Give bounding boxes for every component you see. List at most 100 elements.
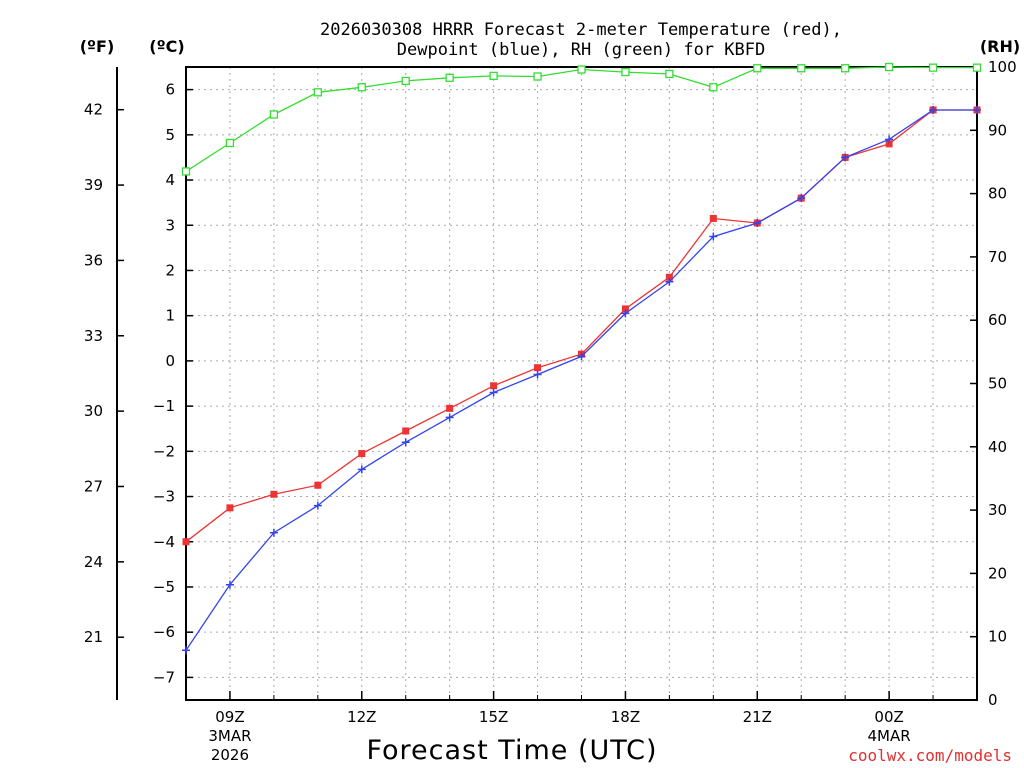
x-tick-label: 09Z <box>215 708 244 726</box>
celsius-tick-label: −4 <box>153 533 175 551</box>
celsius-tick-label: −5 <box>153 578 175 596</box>
rh-point <box>313 88 322 97</box>
temperature-point <box>226 504 234 512</box>
rh-point <box>928 63 938 72</box>
temperature-point <box>490 382 498 390</box>
dewpoint-point <box>313 501 322 510</box>
dewpoint-point <box>269 528 278 537</box>
dewpoint-point <box>182 646 190 655</box>
chart-title-line2: Dewpoint (blue), RH (green) for KBFD <box>397 40 765 60</box>
rh-point <box>401 76 410 86</box>
dewpoint-point <box>621 309 630 318</box>
celsius-tick-label: 1 <box>165 307 175 325</box>
temperature-point <box>665 273 673 281</box>
dewpoint-point <box>885 135 894 144</box>
dewpoint-point <box>753 218 762 227</box>
credit-label: coolwx.com/models <box>848 746 1012 765</box>
temperature-point <box>621 305 629 313</box>
fahrenheit-unit-label: (ºF) <box>80 37 115 56</box>
celsius-tick-label: −3 <box>153 488 175 506</box>
fahrenheit-tick-label: 42 <box>84 101 103 119</box>
temperature-point <box>402 427 410 435</box>
rh-tick-label: 10 <box>988 628 1007 646</box>
rh-point <box>489 71 498 81</box>
rh-tick-label: 30 <box>988 501 1007 519</box>
dewpoint-point <box>225 580 234 589</box>
celsius-tick-label: −7 <box>153 668 175 686</box>
rh-point <box>709 83 718 92</box>
celsius-tick-label: 4 <box>165 171 175 189</box>
rh-tick-label: 0 <box>988 691 998 709</box>
rh-tick-label: 60 <box>988 311 1007 329</box>
x-axis-label: Forecast Time (UTC) <box>366 735 657 766</box>
rh-point <box>533 72 542 81</box>
rh-point <box>621 67 630 77</box>
temperature-point <box>534 364 542 372</box>
fahrenheit-tick-label: 36 <box>84 251 103 269</box>
temperature-point <box>314 481 322 489</box>
x-tick-label: 21Z <box>743 708 772 726</box>
rh-unit-label: (RH) <box>980 37 1020 56</box>
celsius-tick-label: 5 <box>165 126 175 144</box>
rh-tick-label: 50 <box>988 375 1007 393</box>
celsius-tick-label: −1 <box>153 397 175 415</box>
x-tick-date-label: 3MAR <box>208 727 251 745</box>
dewpoint-point <box>401 438 410 447</box>
rh-point <box>445 73 454 82</box>
rh-point <box>797 64 806 73</box>
temperature-point <box>885 140 893 148</box>
fahrenheit-tick-label: 24 <box>84 553 103 571</box>
dewpoint-point <box>533 370 542 379</box>
dewpoint-point <box>797 194 806 203</box>
rh-point <box>665 69 674 79</box>
dewpoint-point <box>841 153 850 162</box>
temperature-point <box>270 490 278 498</box>
rh-tick-label: 70 <box>988 248 1007 266</box>
rh-point <box>841 64 850 73</box>
temperature-point <box>709 214 717 222</box>
celsius-tick-label: −2 <box>153 442 175 460</box>
dewpoint-point <box>709 232 718 241</box>
rh-tick-label: 90 <box>988 121 1007 139</box>
rh-tick-label: 20 <box>988 564 1007 582</box>
fahrenheit-tick-label: 39 <box>84 176 103 194</box>
celsius-tick-label: −6 <box>153 623 175 641</box>
temperature-point <box>358 450 366 458</box>
x-tick-label: 00Z <box>874 708 903 726</box>
rh-line <box>185 66 977 172</box>
fahrenheit-tick-label: 30 <box>84 402 103 420</box>
rh-point <box>225 138 235 148</box>
dewpoint-point <box>357 465 366 474</box>
celsius-tick-label: 3 <box>165 216 175 234</box>
fahrenheit-tick-label: 27 <box>84 477 103 495</box>
fahrenheit-tick-label: 21 <box>84 628 103 646</box>
x-tick-year-label: 2026 <box>211 746 249 764</box>
axes <box>116 66 978 701</box>
rh-point <box>181 167 191 176</box>
x-tick-label: 15Z <box>479 708 508 726</box>
dewpoint-point <box>577 352 586 361</box>
temperature-point <box>182 538 190 546</box>
rh-point <box>884 62 894 72</box>
dewpoint-point <box>973 105 981 114</box>
rh-tick-label: 100 <box>988 58 1017 76</box>
celsius-tick-label: 2 <box>165 261 175 279</box>
temperature-point <box>446 404 454 412</box>
series-layer <box>181 62 982 655</box>
celsius-unit-label: (ºC) <box>149 37 184 56</box>
fahrenheit-tick-label: 33 <box>84 327 103 345</box>
rh-point <box>753 64 762 73</box>
gridlines <box>186 67 977 700</box>
celsius-tick-label: 6 <box>165 81 175 99</box>
tick-labels: 6543210−1−2−3−4−5−6−74239363330272421100… <box>84 58 1017 764</box>
rh-point <box>972 63 982 72</box>
rh-point <box>357 83 366 92</box>
x-tick-label: 12Z <box>347 708 376 726</box>
plot-frame <box>185 66 978 701</box>
rh-tick-label: 40 <box>988 438 1007 456</box>
chart-title-line1: 2026030308 HRRR Forecast 2-meter Tempera… <box>320 20 842 40</box>
dewpoint-point <box>665 277 674 286</box>
rh-point <box>577 65 586 74</box>
x-tick-date-label: 4MAR <box>868 727 911 745</box>
